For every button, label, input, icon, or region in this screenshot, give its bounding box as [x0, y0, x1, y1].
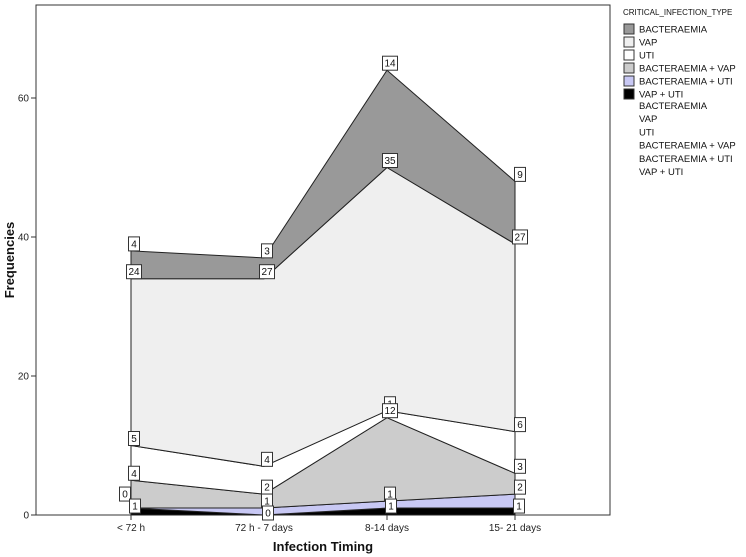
data-label: 2 — [261, 479, 273, 495]
x-axis-title: Infection Timing — [273, 539, 373, 554]
data-label: 1 — [129, 498, 141, 514]
y-tick-label: 0 — [23, 511, 29, 522]
data-labels: 431492427352754164212301121011 — [119, 55, 528, 521]
data-label: 9 — [514, 166, 526, 182]
data-label: 6 — [514, 417, 526, 433]
data-label: 0 — [262, 505, 274, 521]
legend-line-label: UTI — [639, 127, 654, 138]
data-label-value: 12 — [384, 406, 396, 417]
x-axis: < 72 h 72 h - 7 days 8-14 days 15- 21 days — [117, 515, 541, 534]
data-label-value: 0 — [265, 509, 271, 520]
legend-swatch-bacteraemia-vap — [623, 62, 635, 74]
legend-line-label: BACTERAEMIA — [639, 101, 708, 112]
data-label-box — [382, 153, 398, 168]
legend-label: BACTERAEMIA — [639, 25, 708, 36]
data-label-box — [512, 229, 528, 245]
legend-swatch-bacteraemia — [623, 23, 635, 35]
data-label-box — [513, 498, 525, 514]
data-label: 3 — [514, 458, 526, 474]
data-label: 24 — [126, 264, 142, 280]
data-label-value: 35 — [384, 156, 396, 167]
legend-swatch-vap — [623, 36, 635, 48]
data-label-box — [262, 505, 274, 521]
legend-label: VAP — [639, 38, 657, 49]
data-label-value: 5 — [131, 434, 137, 445]
x-tick-label: 72 h - 7 days — [235, 523, 293, 534]
data-label-box — [128, 465, 140, 481]
legend-swatch-uti — [623, 49, 635, 61]
data-label-box — [128, 236, 140, 252]
data-label-value: 4 — [131, 469, 137, 480]
data-label-value: 24 — [128, 267, 140, 278]
data-label-value: 3 — [517, 462, 523, 473]
data-label: 4 — [128, 236, 140, 252]
data-label: 0 — [119, 486, 131, 502]
data-label-value: 1 — [388, 502, 394, 513]
data-label-value: 4 — [131, 239, 137, 250]
data-label-box — [385, 498, 397, 514]
data-label-value: 6 — [517, 420, 523, 431]
data-label: 27 — [259, 264, 275, 280]
legend-label: BACTERAEMIA + VAP — [639, 64, 736, 75]
data-label: 1 — [513, 498, 525, 514]
data-label: 2 — [514, 479, 526, 495]
y-axis-title: Frequencies — [2, 222, 17, 299]
legend-line-label: BACTERAEMIA + VAP — [639, 141, 736, 152]
data-label: 3 — [261, 243, 273, 259]
data-label: 5 — [128, 431, 140, 446]
data-label: 35 — [382, 153, 398, 168]
legend: CRITICAL_INFECTION_TYPE BACTERAEMIA VAP UT… — [623, 8, 736, 178]
data-label: 4 — [128, 465, 140, 481]
data-label: 27 — [512, 229, 528, 245]
legend-line-label: VAP + UTI — [639, 167, 683, 178]
data-label-value: 2 — [517, 483, 523, 494]
data-label-value: 2 — [264, 483, 270, 494]
y-tick-label: 40 — [18, 233, 30, 244]
legend-label: BACTERAEMIA + UTI — [639, 77, 733, 88]
data-label-value: 1 — [264, 497, 270, 508]
legend-swatch-vap-uti — [623, 88, 635, 100]
x-tick-label: 8-14 days — [365, 523, 409, 534]
data-label-box — [126, 264, 142, 280]
x-tick-label: 15- 21 days — [489, 523, 541, 534]
data-label-box — [119, 486, 131, 502]
data-label-box — [382, 403, 398, 419]
data-label-box — [514, 458, 526, 474]
data-label: 4 — [261, 451, 273, 467]
data-label-box — [259, 264, 275, 280]
data-label-value: 4 — [264, 455, 270, 466]
data-label-box — [514, 417, 526, 433]
data-label: 14 — [382, 55, 398, 71]
y-tick-label: 60 — [18, 94, 30, 105]
data-label-box — [128, 431, 140, 446]
y-axis: 0 20 40 60 — [18, 94, 36, 522]
data-label-value: 27 — [514, 232, 526, 243]
data-label: 1 — [385, 498, 397, 514]
data-label-box — [261, 451, 273, 467]
data-label: 12 — [382, 403, 398, 419]
data-label-box — [514, 166, 526, 182]
legend-title: CRITICAL_INFECTION_TYPE — [623, 8, 732, 17]
y-tick-label: 20 — [18, 372, 30, 383]
legend-label: VAP + UTI — [639, 90, 683, 101]
data-label-value: 1 — [387, 490, 393, 501]
legend-line-label: BACTERAEMIA + UTI — [639, 154, 733, 165]
data-label-box — [514, 479, 526, 495]
data-label-box — [261, 243, 273, 259]
legend-swatch-bacteraemia-uti — [623, 75, 635, 87]
data-label-value: 1 — [516, 502, 522, 513]
data-label-value: 9 — [517, 170, 523, 181]
legend-label: UTI — [639, 51, 654, 62]
data-label-box — [129, 498, 141, 514]
data-label-value: 1 — [132, 502, 138, 513]
data-label-box — [382, 55, 398, 71]
data-label-value: 3 — [264, 246, 270, 257]
legend-line-label: VAP — [639, 114, 657, 125]
data-label-value: 27 — [261, 267, 273, 278]
data-label-value: 14 — [384, 59, 396, 70]
data-label-value: 0 — [122, 490, 128, 501]
x-tick-label: < 72 h — [117, 523, 145, 534]
area-layers — [130, 69, 516, 516]
